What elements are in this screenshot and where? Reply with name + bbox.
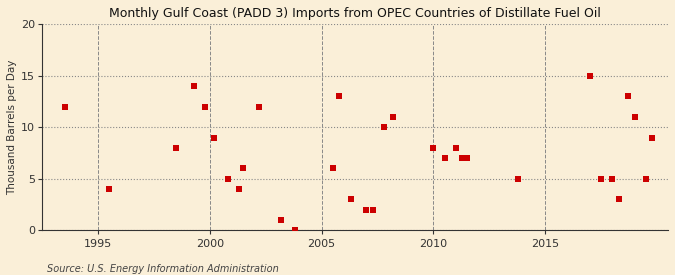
Point — [428, 146, 439, 150]
Point — [622, 94, 633, 98]
Point — [59, 104, 70, 109]
Point — [439, 156, 450, 160]
Point — [368, 208, 379, 212]
Point — [641, 177, 651, 181]
Point — [327, 166, 338, 171]
Point — [290, 228, 300, 233]
Point — [345, 197, 356, 202]
Point — [629, 115, 640, 119]
Point — [457, 156, 468, 160]
Y-axis label: Thousand Barrels per Day: Thousand Barrels per Day — [7, 59, 17, 195]
Point — [209, 135, 219, 140]
Point — [171, 146, 182, 150]
Point — [614, 197, 624, 202]
Title: Monthly Gulf Coast (PADD 3) Imports from OPEC Countries of Distillate Fuel Oil: Monthly Gulf Coast (PADD 3) Imports from… — [109, 7, 601, 20]
Point — [387, 115, 398, 119]
Point — [361, 208, 372, 212]
Point — [189, 84, 200, 88]
Point — [234, 187, 244, 191]
Point — [222, 177, 233, 181]
Point — [647, 135, 658, 140]
Point — [513, 177, 524, 181]
Point — [607, 177, 618, 181]
Point — [200, 104, 211, 109]
Point — [595, 177, 606, 181]
Point — [462, 156, 472, 160]
Text: Source: U.S. Energy Information Administration: Source: U.S. Energy Information Administ… — [47, 264, 279, 274]
Point — [450, 146, 461, 150]
Point — [334, 94, 345, 98]
Point — [238, 166, 249, 171]
Point — [104, 187, 115, 191]
Point — [276, 218, 287, 222]
Point — [585, 73, 595, 78]
Point — [379, 125, 389, 129]
Point — [254, 104, 265, 109]
